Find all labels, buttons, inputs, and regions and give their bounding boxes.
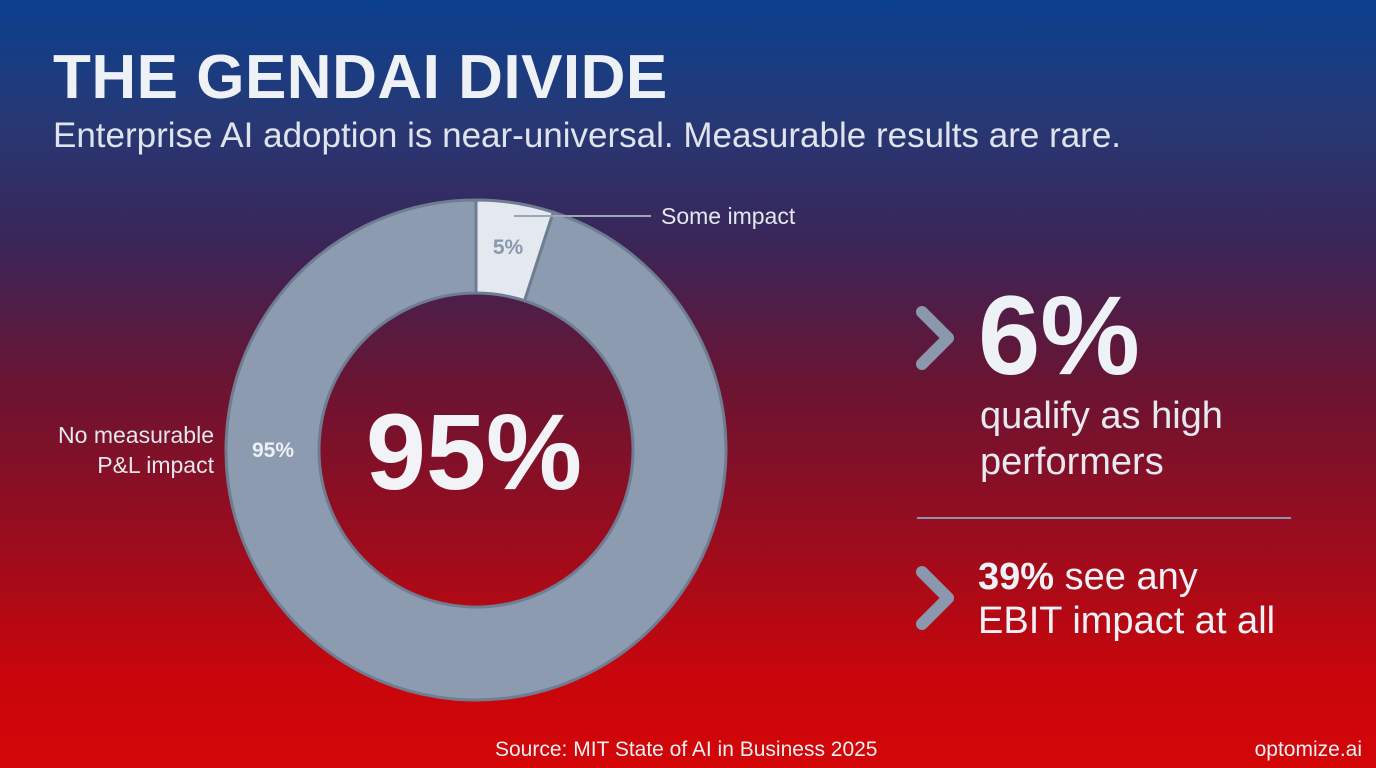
page-title: THE GENDAI DIVIDE <box>53 43 668 112</box>
ebit-stat-line-1: 39% see any <box>978 555 1275 599</box>
source-citation: Source: MIT State of AI in Business 2025 <box>495 738 878 761</box>
chevron-right-icon <box>916 566 954 630</box>
page-subtitle: Enterprise AI adoption is near-universal… <box>53 116 1122 155</box>
donut-center-value: 95% <box>365 391 583 512</box>
brand-logo-text: optomize.ai <box>1254 738 1362 761</box>
description-line: performers <box>980 441 1164 483</box>
slice-label-line: P&L impact <box>97 452 214 478</box>
ebit-value: 39% <box>978 556 1055 598</box>
ebit-stat-line-2: EBIT impact at all <box>978 600 1276 642</box>
slice-label-some-impact: Some impact <box>661 203 796 229</box>
slice-value-label-some-impact: 5% <box>493 236 524 259</box>
slice-label-no-impact: No measurable P&L impact <box>20 420 214 480</box>
donut-slice-some-impact <box>474 198 556 303</box>
slice-value-label-no-impact: 95% <box>252 439 294 462</box>
ebit-text: see any <box>1054 556 1198 598</box>
divider <box>917 517 1291 519</box>
description-line: qualify as high <box>980 395 1223 437</box>
ebit-impact-stat: 39% see any EBIT impact at all <box>978 555 1275 643</box>
slice-label-line: No measurable <box>58 422 214 448</box>
high-performers-value: 6% <box>978 273 1140 398</box>
high-performers-description: qualify as high performers <box>980 393 1223 485</box>
chevron-right-icon <box>916 306 954 370</box>
donut-slice-no-impact <box>224 198 728 702</box>
